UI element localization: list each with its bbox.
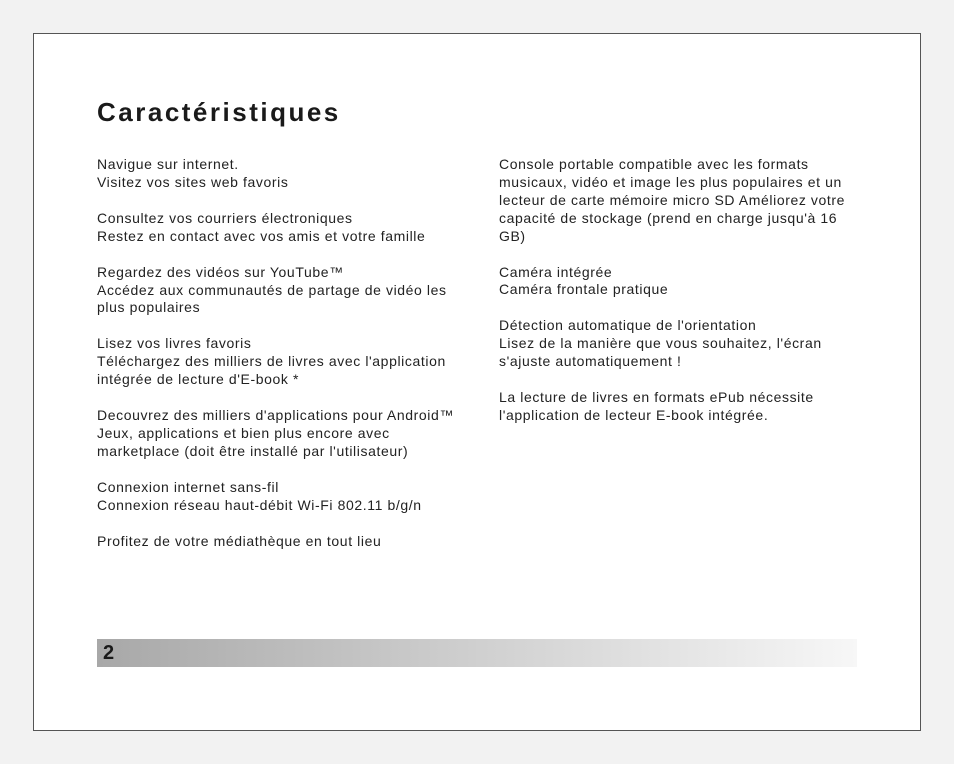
left-paragraph: Connexion internet sans-filConnexion rés… xyxy=(97,479,455,515)
page-title: Caractéristiques xyxy=(97,97,857,128)
right-paragraph: La lecture de livres en formats ePub néc… xyxy=(499,389,857,425)
two-column-layout: Navigue sur internet.Visitez vos sites w… xyxy=(97,156,857,569)
left-paragraph: Lisez vos livres favorisTéléchargez des … xyxy=(97,335,455,389)
right-paragraph: Détection automatique de l'orientationLi… xyxy=(499,317,857,371)
content-area: Caractéristiques Navigue sur internet.Vi… xyxy=(97,97,857,569)
page-number-bar: 2 xyxy=(97,639,857,667)
left-paragraph: Navigue sur internet.Visitez vos sites w… xyxy=(97,156,455,192)
document-page: Caractéristiques Navigue sur internet.Vi… xyxy=(33,33,921,731)
left-column: Navigue sur internet.Visitez vos sites w… xyxy=(97,156,455,569)
right-paragraph: Caméra intégréeCaméra frontale pratique xyxy=(499,264,857,300)
right-column: Console portable compatible avec les for… xyxy=(499,156,857,569)
left-paragraph: Consultez vos courriers électroniquesRes… xyxy=(97,210,455,246)
left-paragraph: Profitez de votre médiathèque en tout li… xyxy=(97,533,455,551)
right-paragraph: Console portable compatible avec les for… xyxy=(499,156,857,246)
left-paragraph: Regardez des vidéos sur YouTube™Accédez … xyxy=(97,264,455,318)
left-paragraph: Decouvrez des milliers d'applications po… xyxy=(97,407,455,461)
page-number: 2 xyxy=(103,642,115,665)
